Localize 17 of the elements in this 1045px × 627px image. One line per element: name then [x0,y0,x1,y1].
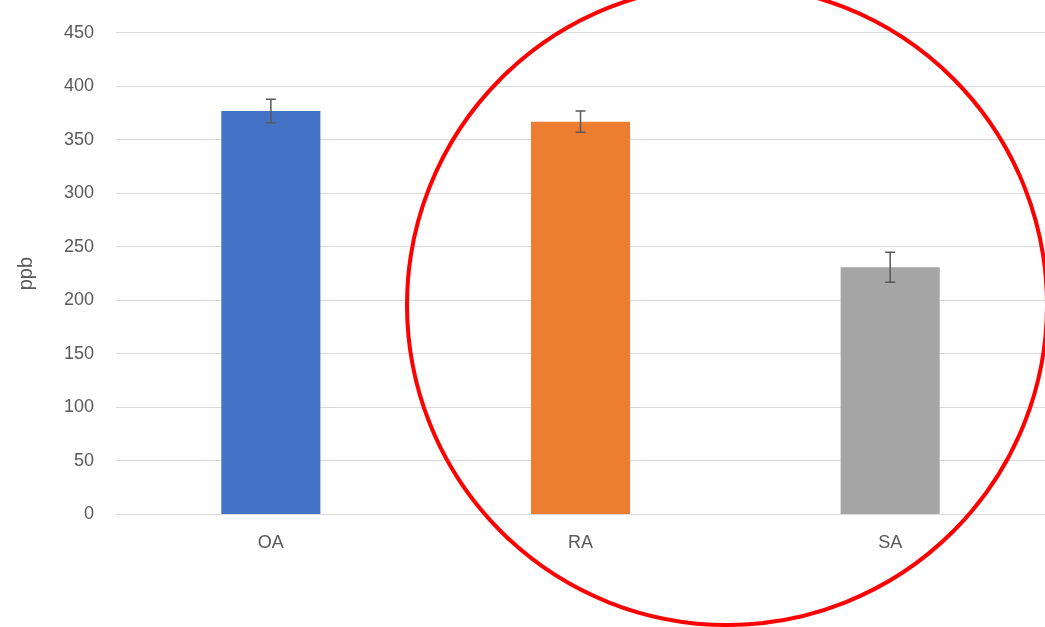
y-tick-label: 150 [63,342,95,363]
y-tick-label: 350 [63,128,95,149]
x-tick-label: SA [878,532,903,553]
bar [530,121,631,514]
y-tick-label: 200 [63,289,95,310]
y-tick-label: 0 [84,503,95,524]
y-tick-label: 300 [63,182,95,203]
x-tick-label: OA [257,532,284,553]
y-tick-label: 250 [63,235,95,256]
x-tick-label: RA [568,532,594,553]
bar [221,110,321,514]
y-tick-label: 50 [74,449,95,470]
bar [840,267,940,514]
y-tick-label: 400 [63,75,95,96]
y-axis-title: ppb [13,256,36,291]
y-tick-label: 100 [63,396,95,417]
y-tick-label: 450 [63,21,95,42]
